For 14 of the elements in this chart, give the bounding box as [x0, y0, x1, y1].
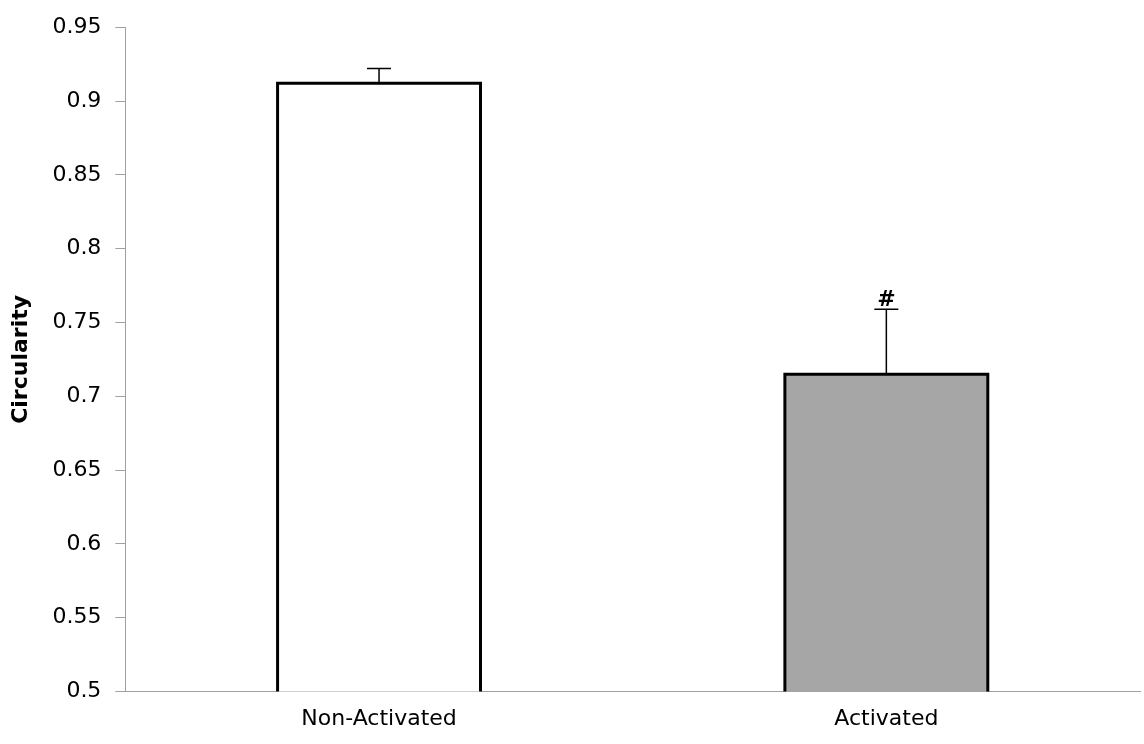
y-tick-label: 0.55 — [52, 603, 102, 629]
annotation: # — [877, 285, 896, 311]
y-tick-label: 0.85 — [52, 160, 102, 186]
x-tick-label: Activated — [834, 704, 939, 730]
y-tick-label: 0.95 — [52, 12, 102, 38]
y-tick-label: 0.5 — [66, 677, 102, 703]
y-tick-label: 0.7 — [66, 382, 102, 408]
y-tick-label: 0.9 — [66, 86, 102, 112]
y-tick-label: 0.65 — [52, 455, 102, 481]
y-tick-label: 0.6 — [66, 529, 102, 555]
y-axis-title: Circularity — [6, 294, 32, 424]
x-tick-label: Non-Activated — [301, 704, 457, 730]
y-tick-label: 0.75 — [52, 308, 102, 334]
y-tick-label: 0.8 — [66, 234, 102, 260]
